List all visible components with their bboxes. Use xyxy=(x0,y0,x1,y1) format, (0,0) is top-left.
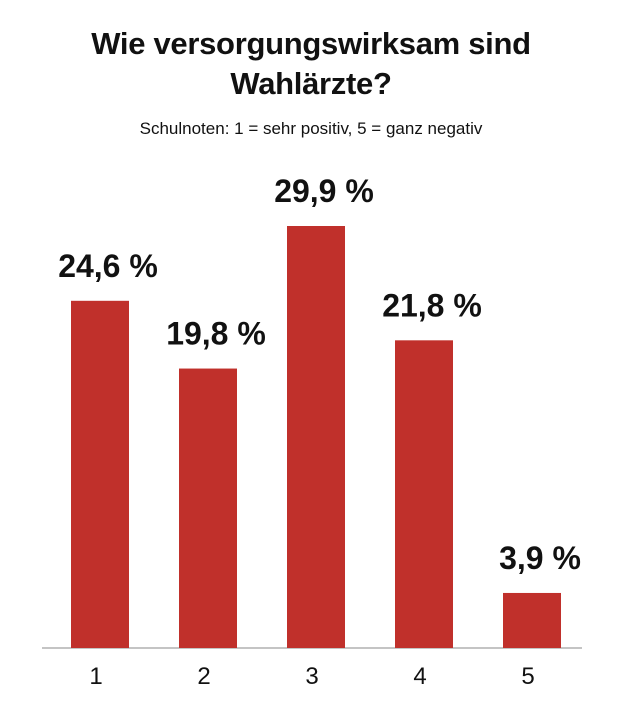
value-label-5: 3,9 % xyxy=(499,540,581,576)
bar-2 xyxy=(179,368,237,648)
x-tick-label-3: 3 xyxy=(305,663,318,690)
chart-subtitle: Schulnoten: 1 = sehr positiv, 5 = ganz n… xyxy=(139,119,483,138)
x-tick-label-1: 1 xyxy=(89,663,102,690)
x-tick-label-2: 2 xyxy=(197,663,210,690)
value-label-4: 21,8 % xyxy=(382,287,482,323)
bar-4 xyxy=(395,340,453,648)
x-tick-label-5: 5 xyxy=(521,663,534,690)
bar-1 xyxy=(71,300,129,648)
bars-group xyxy=(71,226,561,648)
value-label-3: 29,9 % xyxy=(274,173,374,209)
value-labels-group: 24,6 %19,8 % 29,9 % 21,8 % 3,9 % xyxy=(58,173,581,576)
bar-3 xyxy=(287,226,345,648)
value-label-1: 24,6 % xyxy=(58,248,158,284)
bar-5 xyxy=(503,592,561,648)
value-label-2: 19,8 % xyxy=(166,316,266,352)
x-tick-labels-group: 1 2 3 4 5 xyxy=(89,663,534,690)
chart-title: Wie versorgungswirksam sind Wahlärzte? xyxy=(91,26,531,101)
x-tick-label-4: 4 xyxy=(413,663,426,690)
